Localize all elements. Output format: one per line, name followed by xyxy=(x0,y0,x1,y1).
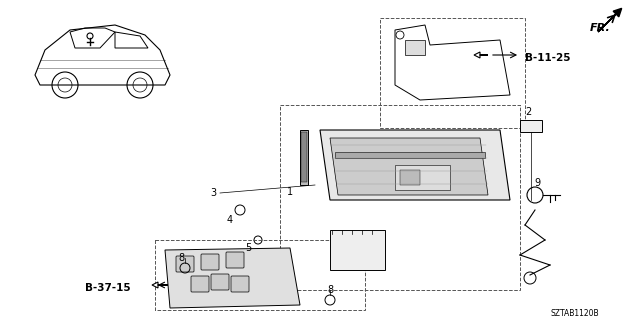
FancyBboxPatch shape xyxy=(300,130,308,185)
Text: 5: 5 xyxy=(245,243,251,253)
FancyArrow shape xyxy=(598,8,621,32)
FancyBboxPatch shape xyxy=(335,152,485,158)
Text: 2: 2 xyxy=(525,107,531,117)
Text: 8: 8 xyxy=(327,285,333,295)
FancyBboxPatch shape xyxy=(405,40,425,55)
FancyBboxPatch shape xyxy=(301,132,307,182)
FancyBboxPatch shape xyxy=(395,165,450,190)
Polygon shape xyxy=(165,248,300,308)
Text: 1: 1 xyxy=(287,187,293,197)
FancyBboxPatch shape xyxy=(400,170,420,185)
FancyBboxPatch shape xyxy=(520,120,542,132)
FancyArrow shape xyxy=(152,282,168,288)
Text: SZTAB1120B: SZTAB1120B xyxy=(550,308,599,317)
Polygon shape xyxy=(330,138,488,195)
FancyBboxPatch shape xyxy=(176,256,194,272)
Text: B-11-25: B-11-25 xyxy=(525,53,570,63)
Text: 8: 8 xyxy=(178,253,184,263)
FancyBboxPatch shape xyxy=(226,252,244,268)
Text: B-37-15: B-37-15 xyxy=(85,283,131,293)
Text: FR.: FR. xyxy=(589,23,611,33)
FancyArrow shape xyxy=(474,52,488,58)
Text: 4: 4 xyxy=(227,215,233,225)
FancyBboxPatch shape xyxy=(211,274,229,290)
Text: 9: 9 xyxy=(534,178,540,188)
FancyBboxPatch shape xyxy=(330,230,385,270)
FancyBboxPatch shape xyxy=(191,276,209,292)
Polygon shape xyxy=(320,130,510,200)
FancyBboxPatch shape xyxy=(231,276,249,292)
Text: 3: 3 xyxy=(210,188,216,198)
FancyBboxPatch shape xyxy=(201,254,219,270)
